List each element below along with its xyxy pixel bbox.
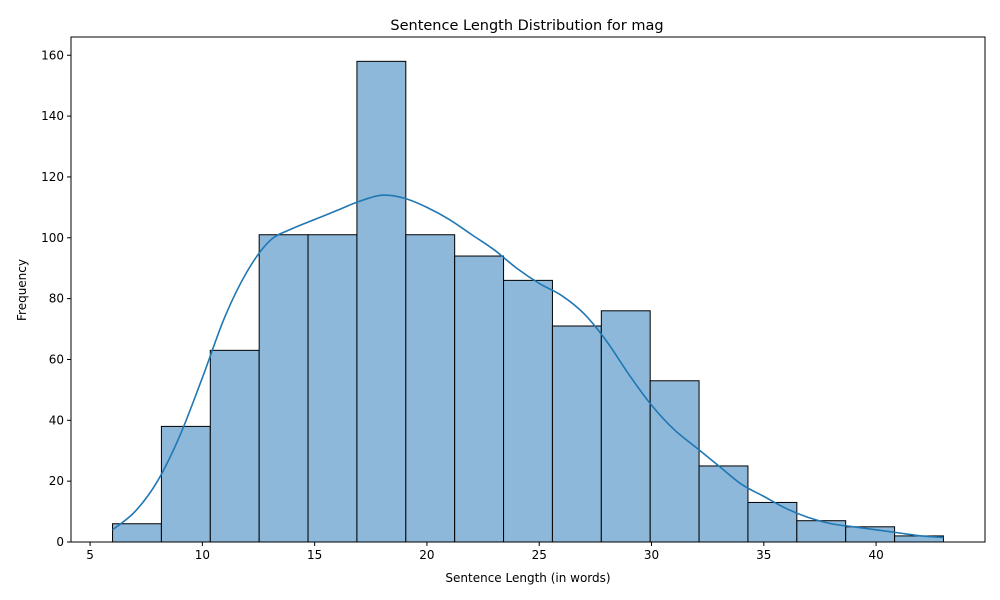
x-tick-label: 10 — [195, 548, 210, 562]
histogram-bar — [747, 501, 798, 543]
histogram-bar — [258, 234, 309, 543]
histogram-bar — [209, 349, 260, 543]
x-tick-label: 30 — [644, 548, 659, 562]
histogram-bar — [600, 310, 651, 543]
histogram-bar — [112, 523, 162, 543]
y-tick-label: 100 — [41, 231, 64, 245]
histogram-bar — [454, 255, 505, 543]
y-tick-label: 160 — [41, 48, 64, 62]
histogram-bar — [649, 380, 700, 543]
histogram-bar — [405, 234, 456, 543]
y-tick-label: 40 — [49, 413, 64, 427]
histogram-bar — [551, 325, 602, 543]
x-tick-label: 40 — [868, 548, 883, 562]
y-tick-label: 80 — [49, 292, 64, 306]
y-tick-label: 0 — [56, 535, 64, 549]
y-axis-label: Frequency — [15, 259, 29, 321]
x-tick-label: 15 — [307, 548, 322, 562]
kde-curve — [112, 194, 944, 539]
y-tick-label: 60 — [49, 352, 64, 366]
y-axis-ticks: 0 20 40 60 80 100 120 140 160 — [41, 48, 71, 549]
x-tick-label: 5 — [86, 548, 94, 562]
x-axis-ticks: 5 10 15 20 25 30 35 40 — [86, 542, 884, 562]
histogram-bar — [698, 465, 749, 543]
x-tick-label: 25 — [532, 548, 547, 562]
y-tick-label: 20 — [49, 474, 64, 488]
x-tick-label: 20 — [419, 548, 434, 562]
histogram-bars — [112, 60, 944, 543]
x-axis-label: Sentence Length (in words) — [445, 571, 610, 585]
x-tick-label: 35 — [756, 548, 771, 562]
histogram-bar — [160, 425, 211, 543]
y-tick-label: 140 — [41, 109, 64, 123]
histogram-bar — [503, 279, 553, 543]
histogram-bar — [356, 60, 407, 543]
plot-frame — [70, 36, 986, 543]
histogram-bar — [307, 234, 358, 543]
chart-title: Sentence Length Distribution for mag — [390, 18, 663, 34]
histogram-bar — [796, 520, 847, 543]
y-tick-label: 120 — [41, 170, 64, 184]
